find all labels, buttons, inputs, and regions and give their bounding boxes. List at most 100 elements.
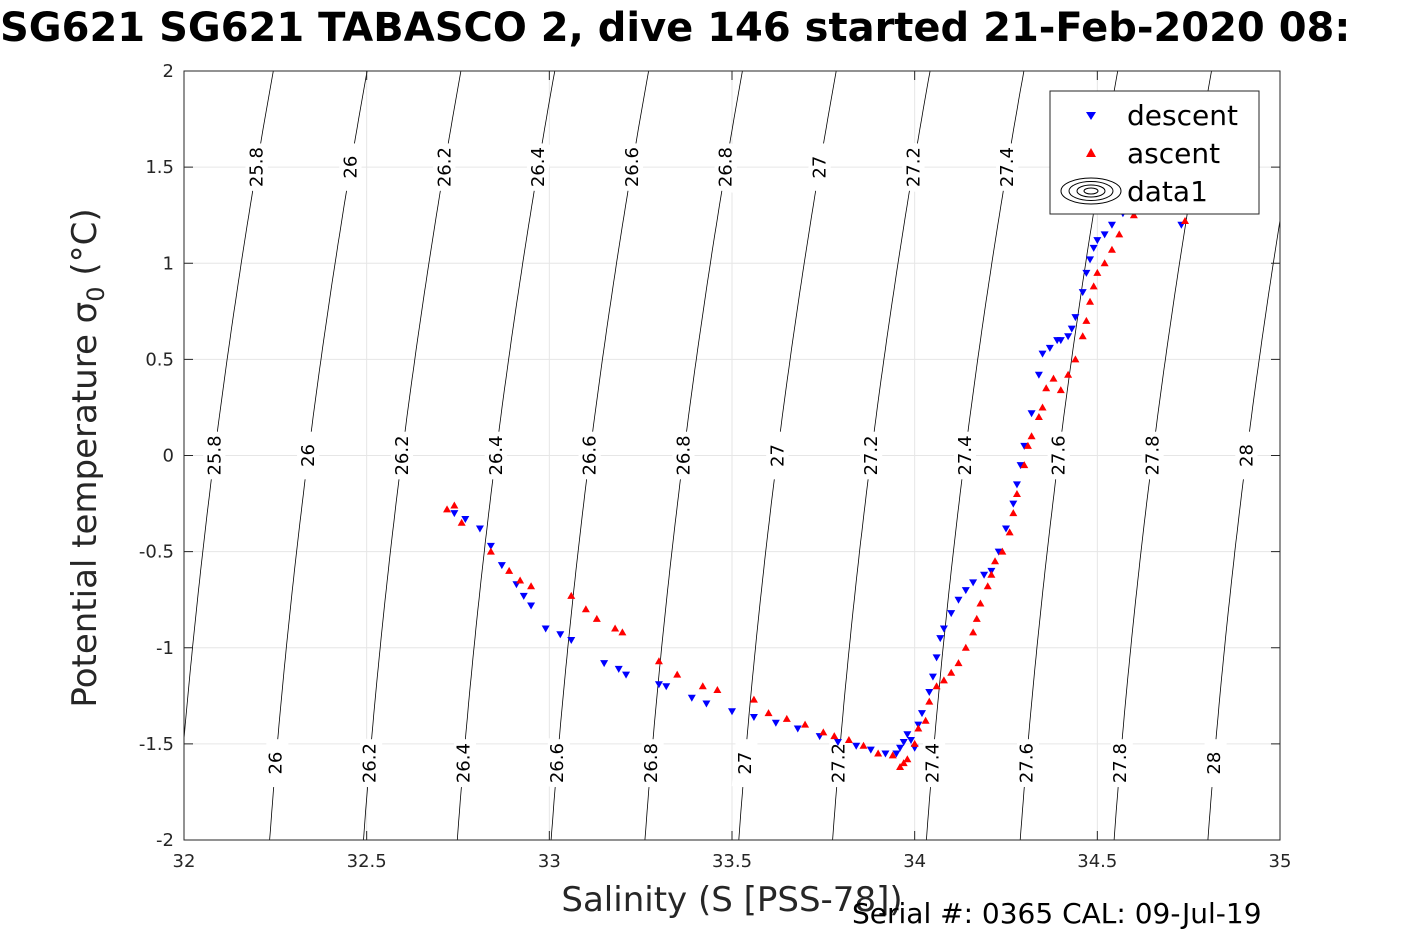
contour-label-bg <box>731 738 758 788</box>
y-tick-label: -1 <box>156 638 174 659</box>
ascent-point <box>1093 268 1102 276</box>
descent-point <box>793 725 802 733</box>
contour-label-bg <box>294 430 323 481</box>
legend-ascent-marker <box>1086 148 1096 157</box>
ascent-point <box>801 720 810 728</box>
ascent-point <box>987 570 996 578</box>
ascent-point <box>859 741 868 749</box>
ascent-point <box>976 599 985 607</box>
contour-label-bg <box>825 738 852 788</box>
contour-label: 27.4 <box>997 147 1018 187</box>
ascent-point <box>896 762 905 770</box>
descent-point <box>896 744 905 752</box>
contour-label: 26 <box>340 156 361 179</box>
descent-point <box>749 713 758 721</box>
contour-label-bg <box>450 738 477 788</box>
legend-descent-marker <box>1086 112 1096 120</box>
x-tick-label: 33.5 <box>712 851 752 872</box>
descent-point <box>450 510 459 518</box>
contour-label: 26.4 <box>528 147 549 187</box>
descent-point <box>1045 344 1054 352</box>
contour-label-bg <box>523 141 553 193</box>
descent-point <box>1034 371 1043 379</box>
contour-label-bg <box>429 141 460 193</box>
legend-descent-label: descent <box>1127 99 1238 132</box>
descent-point <box>947 610 956 618</box>
contour-label-bg <box>575 430 604 481</box>
descent-point <box>1107 221 1116 229</box>
descent-point <box>1027 410 1036 418</box>
contour-label-bg <box>335 141 366 193</box>
ascent-point <box>947 668 956 676</box>
descent-point <box>1089 244 1098 252</box>
descent-point <box>1009 500 1018 508</box>
contour-label: 26.4 <box>453 743 474 783</box>
contour-label-bg <box>1138 430 1167 481</box>
contour-label: 27 <box>735 752 756 775</box>
contour-label-bg <box>637 738 665 788</box>
descent-point <box>1100 231 1109 239</box>
descent-point <box>928 673 937 681</box>
x-tick-label: 32.5 <box>347 851 387 872</box>
ascent-point <box>1071 355 1080 363</box>
descent-point <box>903 731 912 739</box>
ascent-point <box>1027 432 1036 440</box>
descent-point <box>519 592 528 600</box>
descent-point <box>969 579 978 587</box>
contour-label: 28 <box>1204 752 1225 775</box>
contour-label-bg <box>200 430 229 481</box>
contour-label-bg <box>710 141 741 193</box>
descent-point <box>939 625 948 633</box>
contour-label: 27 <box>767 444 788 467</box>
contour-label: 26 <box>298 444 319 467</box>
ascent-point <box>1181 216 1190 224</box>
contour-label: 27.2 <box>903 147 924 187</box>
descent-point <box>852 742 861 750</box>
ascent-point <box>998 547 1007 555</box>
legend-data1-marker <box>1060 177 1122 205</box>
contour-label-bg <box>919 738 946 788</box>
descent-point <box>1078 289 1087 297</box>
x-axis-label: Salinity (S [PSS-78]) <box>561 880 903 920</box>
descent-point <box>1012 481 1021 489</box>
descent-point <box>567 637 576 645</box>
serial-cal-text: Serial #: 0365 CAL: 09-Jul-19 <box>852 897 1262 930</box>
y-tick-label: 1.5 <box>145 157 174 178</box>
contour-label-bg <box>388 430 416 481</box>
y-axis-label-subscript: 0 <box>81 286 110 302</box>
y-tick-label: -1.5 <box>139 734 174 755</box>
descent-point <box>1038 350 1047 358</box>
ascent-point <box>1034 413 1043 421</box>
descent-point <box>1067 325 1076 333</box>
contour-label: 27.4 <box>955 435 976 475</box>
descent-point <box>486 542 495 550</box>
ascent-point <box>450 501 459 509</box>
ascent-point <box>899 759 908 767</box>
descent-point <box>994 548 1003 556</box>
ascent-point <box>1086 297 1095 305</box>
descent-point <box>1056 337 1065 345</box>
ascent-point <box>713 686 722 694</box>
y-tick-label: -0.5 <box>139 542 174 563</box>
descent-point <box>1093 237 1102 245</box>
legend-data1-label: data1 <box>1127 175 1208 208</box>
ascent-point <box>486 547 495 555</box>
ascent-point <box>874 749 883 757</box>
ascent-point <box>954 659 963 667</box>
x-tick-label: 35 <box>1269 851 1292 872</box>
ascent-point <box>914 724 923 732</box>
descent-point <box>866 746 875 754</box>
ascent-point <box>581 605 590 613</box>
contour-label-bg <box>262 738 289 788</box>
x-tick-label: 33 <box>538 851 561 872</box>
descent-point <box>614 665 623 673</box>
contour-label: 26.2 <box>434 147 455 187</box>
contour-label-bg <box>1232 430 1261 481</box>
descent-point <box>932 654 941 662</box>
ascent-point <box>1038 403 1047 411</box>
contour-label-bg <box>804 141 835 193</box>
ascent-point <box>516 576 525 584</box>
ascent-point <box>1012 489 1021 497</box>
ascent-point <box>1089 282 1098 290</box>
ascent-point <box>673 670 682 678</box>
